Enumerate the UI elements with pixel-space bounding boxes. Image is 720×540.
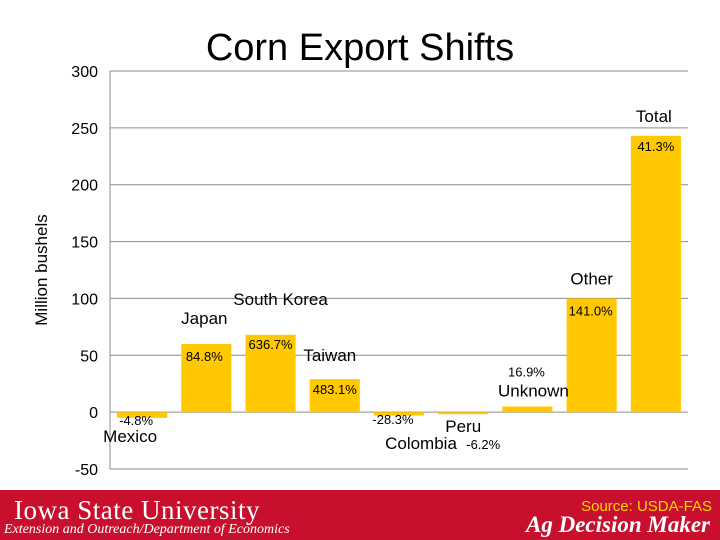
data-label: 16.9% — [508, 364, 545, 379]
bar-total — [630, 135, 681, 413]
footer-banner: Iowa State University Extension and Outr… — [0, 490, 720, 540]
brand-logo: Ag Decision Maker — [526, 512, 710, 537]
y-axis-label: Million bushels — [32, 214, 51, 326]
category-label: South Korea — [233, 290, 328, 309]
y-tick-label: 300 — [71, 64, 98, 81]
y-tick-label: -50 — [75, 462, 98, 479]
category-label: Unknown — [498, 381, 569, 400]
bar-other — [566, 298, 617, 413]
data-label: 636.7% — [249, 337, 294, 352]
data-label: 84.8% — [186, 349, 223, 364]
category-label: Colombia — [385, 434, 457, 453]
bar-mexico — [117, 412, 168, 418]
bar-unknown — [502, 406, 553, 413]
category-label: Peru — [445, 417, 481, 436]
source-note: Source: USDA-FAS — [581, 498, 712, 515]
y-tick-label: 50 — [80, 348, 98, 365]
category-label: Mexico — [103, 427, 157, 446]
y-tick-label: 100 — [71, 291, 98, 308]
chart-title: Corn Export Shifts — [206, 27, 514, 69]
bar-japan — [181, 343, 232, 413]
bar-south-korea — [245, 334, 296, 413]
y-tick-label: 250 — [71, 121, 98, 138]
bar-colombia — [373, 412, 425, 416]
chart: Corn Export Shifts Million bushels 300 25… — [32, 27, 688, 479]
data-label: -28.3% — [372, 412, 414, 427]
bar-taiwan — [309, 379, 360, 413]
category-label: Other — [570, 269, 613, 288]
data-label: -4.8% — [119, 413, 153, 428]
data-label: 41.3% — [637, 139, 674, 154]
y-tick-label: 0 — [89, 405, 98, 422]
data-label: 141.0% — [569, 303, 614, 318]
footer-subtitle: Extension and Outreach/Department of Eco… — [4, 522, 290, 537]
category-label: Taiwan — [303, 346, 356, 365]
bar-peru — [438, 412, 489, 415]
university-logo: Iowa State University — [14, 495, 260, 525]
y-tick-label: 150 — [71, 235, 98, 252]
category-label: Total — [636, 107, 672, 126]
y-tick-label: 200 — [71, 178, 98, 195]
data-label: -6.2% — [466, 437, 500, 452]
data-label: 483.1% — [313, 382, 358, 397]
category-label: Japan — [181, 309, 227, 328]
